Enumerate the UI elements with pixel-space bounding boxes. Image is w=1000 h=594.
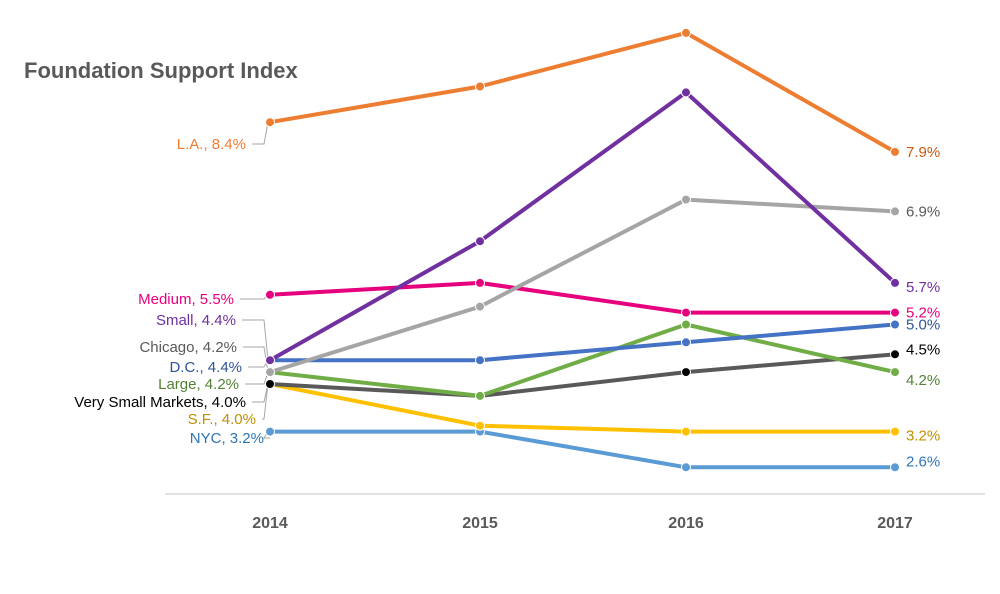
- point-small-2015: [475, 236, 485, 247]
- point-nyc-2014: [265, 426, 275, 437]
- point-very-small-markets-2016: [681, 367, 691, 378]
- point-s-f-2016: [681, 426, 691, 437]
- x-tick-label-2017: 2017: [877, 515, 913, 532]
- left-label-s-f: S.F., 4.0%: [188, 411, 256, 428]
- series-line-chicago: [268, 197, 897, 375]
- leader-line-large: [245, 371, 269, 385]
- point-medium-2014: [265, 289, 275, 300]
- point-l-a-2017: [890, 146, 900, 157]
- point-d-c-2017: [890, 319, 900, 330]
- point-chicago-2014: [265, 367, 275, 378]
- right-label-chicago: 6.9%: [906, 203, 940, 220]
- point-chicago-2016: [681, 194, 691, 205]
- series-line-d-c: [268, 322, 897, 363]
- left-label-d-c: D.C., 4.4%: [169, 359, 242, 376]
- leader-line-medium: [240, 294, 269, 300]
- series-nyc: [265, 426, 900, 473]
- point-l-a-2015: [475, 81, 485, 92]
- x-tick-label-2016: 2016: [668, 515, 704, 532]
- chart-title: Foundation Support Index: [24, 58, 298, 83]
- series-medium: [265, 277, 900, 318]
- point-s-f-2017: [890, 426, 900, 437]
- point-d-c-2015: [475, 355, 485, 366]
- point-small-2014: [265, 355, 275, 366]
- x-axis: 2014 2015 2016 2017: [165, 493, 985, 532]
- point-very-small-markets-2014: [265, 379, 275, 389]
- point-d-c-2016: [681, 337, 691, 348]
- leader-line-small: [242, 319, 269, 361]
- right-label-small: 5.7%: [906, 279, 940, 296]
- left-label-small: Small, 4.4%: [156, 312, 236, 329]
- left-label-nyc: NYC, 3.2%: [190, 430, 264, 447]
- left-label-large: Large, 4.2%: [158, 376, 239, 393]
- series-chicago: [265, 194, 900, 378]
- point-very-small-markets-2017: [890, 349, 900, 360]
- point-medium-2017: [890, 307, 900, 318]
- leader-line-s-f: [262, 383, 269, 420]
- point-nyc-2016: [681, 462, 691, 473]
- series-very-small-markets: [265, 349, 900, 401]
- leader-line-chicago: [243, 346, 269, 373]
- left-label-chicago: Chicago, 4.2%: [139, 339, 237, 356]
- right-label-medium: 5.2%: [906, 305, 940, 322]
- leader-line-l-a: [252, 122, 269, 145]
- point-large-2016: [681, 319, 691, 330]
- point-large-2015: [475, 390, 485, 401]
- point-nyc-2017: [890, 462, 900, 473]
- series-line-l-a: [268, 30, 897, 154]
- series-line-very-small-markets: [268, 352, 897, 398]
- left-label-l-a: L.A., 8.4%: [177, 136, 246, 153]
- x-tick-label-2014: 2014: [252, 515, 288, 532]
- series-line-medium: [268, 280, 897, 315]
- x-tick-label-2015: 2015: [462, 515, 498, 532]
- left-label-medium: Medium, 5.5%: [138, 291, 234, 308]
- point-chicago-2015: [475, 301, 485, 312]
- series-line-s-f: [268, 382, 897, 434]
- series-line-small: [268, 90, 897, 363]
- series-small: [265, 87, 900, 366]
- point-medium-2016: [681, 307, 691, 318]
- left-label-very-small-markets: Very Small Markets, 4.0%: [74, 394, 246, 411]
- right-label-very-small-markets: 4.5%: [906, 341, 940, 358]
- data-labels: L.A., 8.4% Small, 4.4% Chicago, 4.2% Medium…: [74, 136, 940, 470]
- point-s-f-2015: [475, 420, 485, 431]
- point-chicago-2017: [890, 206, 900, 217]
- leader-line-very-small-markets: [252, 383, 269, 403]
- point-small-2017: [890, 277, 900, 288]
- right-label-d-c: 5.0%: [906, 317, 940, 334]
- right-label-large: 4.2%: [906, 372, 940, 389]
- series-lines: [265, 27, 900, 473]
- series-line-nyc: [268, 429, 897, 470]
- leader-line-d-c: [248, 359, 269, 368]
- series-l-a: [265, 27, 900, 157]
- series-line-large: [268, 322, 897, 398]
- label-leader-lines: [240, 122, 270, 439]
- right-label-s-f: 3.2%: [906, 428, 940, 445]
- point-large-2017: [890, 367, 900, 378]
- point-medium-2015: [475, 277, 485, 288]
- right-label-nyc: 2.6%: [906, 453, 940, 470]
- point-l-a-2016: [681, 27, 691, 38]
- point-l-a-2014: [265, 117, 275, 128]
- right-label-l-a: 7.9%: [906, 144, 940, 161]
- point-small-2016: [681, 87, 691, 98]
